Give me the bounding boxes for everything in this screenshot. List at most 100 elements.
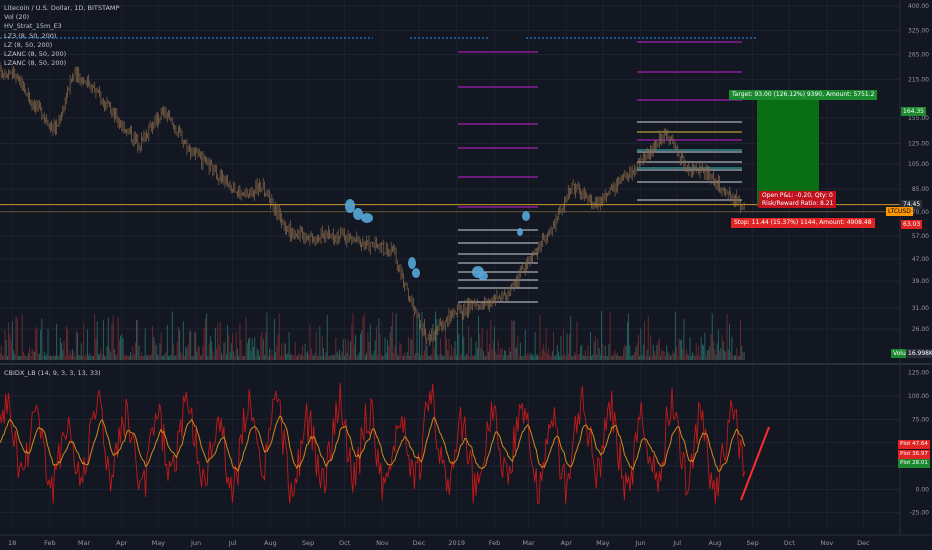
volume-bar: [711, 313, 713, 360]
volume-bar: [321, 336, 323, 360]
volume-bar: [631, 355, 633, 360]
open-pnl-box[interactable]: Open P&L: -0.20, Qty: 0 Risk/Reward Ratio…: [759, 191, 837, 208]
signal-marker: [345, 199, 355, 213]
volume-bar: [403, 355, 404, 360]
volume-bar: [337, 354, 339, 360]
time-axis[interactable]: 18 Feb Mar Apr May Jun Jul Aug Sep Oct Nov Dec 2019 F…: [0, 534, 932, 547]
volume-bar: [350, 341, 352, 360]
legend-item[interactable]: LZ (8, 50, 200): [4, 40, 53, 49]
volume-bar: [27, 353, 29, 360]
volume-bar: [684, 355, 686, 360]
volume-bar: [102, 319, 104, 360]
volume-bar: [75, 330, 77, 360]
osc-tick: -25.00: [910, 510, 930, 517]
stop-label[interactable]: Stop: 11.44 (15.37%) 1144, Amount: 4908.…: [731, 218, 875, 228]
volume-bar: [401, 355, 403, 360]
open-pnl-label: Open P&L: -0.20, Qty: 0: [762, 192, 833, 199]
volume-bar: [681, 339, 682, 360]
osc-tick: 75.00: [912, 416, 929, 423]
volume-bar: [9, 333, 11, 360]
legend-item[interactable]: LZANC (8, 50, 200): [4, 59, 67, 68]
volume-bar: [521, 355, 523, 360]
signal-marker: [408, 257, 416, 269]
volume-bar: [692, 352, 693, 360]
volume-bar: [507, 355, 509, 360]
volume-bar: [565, 355, 567, 360]
volume-bar: [620, 355, 622, 360]
volume-bar: [608, 344, 610, 360]
volume-bar: [534, 332, 536, 360]
volume-bar: [728, 323, 730, 360]
volume-bar: [412, 314, 414, 360]
volume-bar: [123, 354, 125, 360]
symbol-title[interactable]: Litecoin / U.S. Dollar, 1D, BITSTAMP: [4, 4, 120, 12]
volume-bar: [567, 353, 569, 360]
legend-item[interactable]: LZANC (8, 50, 200): [4, 49, 67, 58]
volume-bar: [153, 336, 155, 360]
volume-bar: [224, 341, 226, 360]
signal-marker: [412, 268, 420, 278]
volume-bar: [289, 354, 291, 360]
time-tick: Aug: [264, 539, 277, 547]
volume-bar: [266, 312, 268, 360]
legend-item[interactable]: HV_Strat_15m_E3: [4, 22, 62, 31]
volume-bar: [494, 326, 495, 360]
volume-bar: [100, 348, 102, 360]
volume-bar: [2, 355, 3, 360]
volume-bar: [143, 355, 145, 360]
legend-item[interactable]: Vol (20): [4, 13, 30, 22]
volume-bar: [189, 330, 190, 360]
volume-bar: [243, 355, 245, 360]
volume-bar: [590, 331, 591, 360]
time-tick: Aug: [709, 539, 722, 547]
volume-bar: [725, 352, 727, 360]
volume-bar: [228, 334, 230, 360]
volume-bar: [145, 355, 147, 360]
volume-bar: [582, 355, 584, 360]
volume-bar: [297, 355, 299, 360]
volume-bar: [99, 354, 101, 360]
volume-bar: [431, 353, 433, 360]
time-tick: Nov: [821, 539, 834, 547]
volume-bar: [252, 346, 254, 360]
time-tick: Jul: [672, 539, 681, 547]
price-tick: 125.00: [908, 140, 929, 147]
volume-bar: [181, 354, 183, 360]
time-tick: Mar: [522, 539, 535, 547]
volume-bar: [524, 329, 526, 360]
volume-bar: [409, 355, 411, 360]
volume-bar: [441, 353, 443, 360]
volume-bar: [262, 339, 264, 360]
legend-item[interactable]: LZ3 (8, 50, 200): [4, 31, 57, 40]
volume-bar: [352, 313, 354, 360]
volume-bar: [530, 355, 532, 360]
volume-bar: [384, 337, 386, 360]
oscillator-legend[interactable]: CBIDX_LB (14, 9, 3, 3, 13, 33): [4, 369, 101, 377]
volume-bar: [300, 354, 302, 360]
volume-bar: [73, 352, 75, 360]
volume-bar: [454, 340, 456, 360]
volume-bar: [273, 318, 275, 360]
volume-bar: [645, 355, 647, 360]
time-tick: Apr: [116, 539, 128, 547]
volume-bar: [585, 349, 586, 360]
volume-bar: [174, 355, 176, 360]
volume-bar: [221, 352, 222, 360]
volume-bar: [175, 355, 177, 360]
signal-marker: [361, 213, 373, 223]
volume-bar: [532, 354, 534, 360]
volume-bar: [677, 355, 679, 360]
volume-bar: [562, 329, 564, 360]
volume-bar: [94, 313, 96, 360]
volume-bar: [721, 334, 723, 360]
volume-bar: [503, 350, 505, 360]
volume-bar: [176, 342, 178, 360]
volume-bar: [25, 355, 27, 360]
volume-bar: [484, 355, 486, 360]
oscillator-signal-line: [0, 415, 746, 473]
volume-bar: [682, 348, 684, 360]
volume-bar: [313, 355, 315, 360]
price-axis[interactable]: 400.00 325.00 265.00 215.00 155.00 125.00 105.…: [899, 0, 929, 535]
target-label[interactable]: Target: 93.00 (126.12%) 9390, Amount: 57…: [729, 90, 878, 100]
